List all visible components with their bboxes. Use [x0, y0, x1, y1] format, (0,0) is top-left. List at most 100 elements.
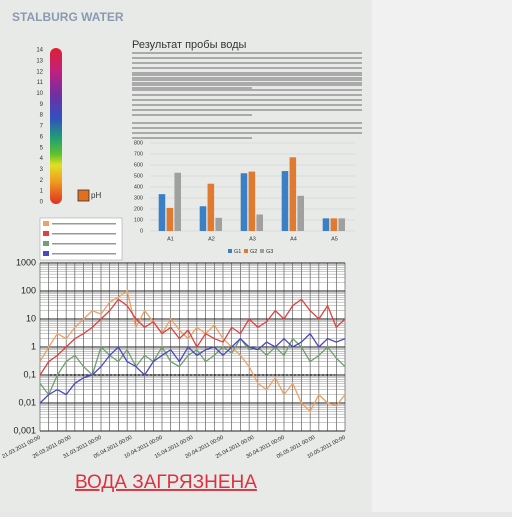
x-tick-label: A4 [290, 236, 297, 242]
y-tick-label: 100 [21, 285, 36, 295]
legend-swatch [43, 241, 49, 246]
bar [281, 171, 289, 231]
bar [199, 206, 207, 231]
verdict: ВОДА ЗАГРЯЗНЕНА [75, 472, 257, 493]
legend-swatch [43, 251, 49, 256]
y-tick-label: 1000 [16, 257, 36, 267]
ph-tick-label: 5 [40, 145, 44, 151]
ph-tick-label: 2 [40, 178, 44, 184]
bar [207, 183, 215, 231]
ph-bar [50, 48, 62, 204]
text-line [132, 89, 362, 91]
ph-tick-label: 12 [36, 69, 43, 75]
title: Результат пробы воды [132, 39, 247, 51]
ph-tick-label: 1 [40, 189, 44, 195]
ph-tick-label: 8 [40, 113, 44, 119]
x-tick-label: A1 [167, 236, 174, 242]
text-line [132, 99, 362, 101]
text-line [132, 74, 362, 76]
paragraphs [132, 52, 362, 139]
ph-marker-label: pH [91, 191, 101, 200]
x-tick-label: A5 [331, 236, 338, 242]
text-line [132, 57, 362, 59]
y-tick-label: 0,1 [23, 369, 36, 379]
bar [297, 195, 304, 231]
text-line [132, 114, 252, 116]
legend-label: G1 [234, 249, 241, 255]
ph-tick-label: 7 [40, 124, 44, 130]
y-tick-label: 600 [134, 162, 143, 168]
text-line [132, 127, 362, 129]
bar [322, 218, 330, 231]
text-line [132, 137, 252, 139]
y-tick-label: 100 [134, 217, 143, 223]
legend-swatch [43, 231, 49, 236]
bar [330, 218, 338, 231]
ph-tick-label: 9 [40, 102, 44, 108]
legend-label: G3 [266, 249, 273, 255]
logo: STALBURG WATER [12, 10, 124, 24]
side-panel [372, 0, 512, 512]
y-tick-label: 200 [134, 206, 143, 212]
ph-tick-label: 14 [36, 48, 43, 54]
text-line [132, 109, 362, 111]
x-tick-label: A2 [208, 236, 215, 242]
text-line [132, 67, 362, 69]
ph-tick-label: 13 [36, 58, 43, 64]
x-tick-label: A3 [249, 236, 256, 242]
ph-tick-label: 6 [40, 134, 44, 140]
text-line [132, 84, 362, 86]
legend-swatch [260, 249, 264, 253]
y-tick-label: 300 [134, 195, 143, 201]
ph-marker [77, 189, 90, 202]
legend-text [52, 223, 116, 225]
line-series [39, 332, 346, 404]
text-line [132, 72, 362, 74]
text-line [132, 77, 362, 79]
y-tick-label: 10 [26, 313, 36, 323]
bar [289, 157, 297, 231]
line-series [39, 337, 346, 396]
bar [166, 207, 174, 231]
bar [248, 171, 256, 231]
text-line [132, 79, 362, 81]
ph-tick-label: 3 [40, 167, 44, 173]
text-line [132, 104, 362, 106]
text-line [132, 87, 252, 89]
legend-swatch [228, 249, 232, 253]
y-tick-label: 0,01 [18, 397, 36, 407]
ph-tick-label: 4 [40, 156, 44, 162]
text-line [132, 62, 362, 64]
bar [256, 214, 263, 231]
bar [240, 173, 248, 231]
bar [174, 172, 181, 231]
legend-text [52, 243, 116, 245]
ph-tick-label: 11 [37, 80, 44, 86]
legend-label: G2 [250, 249, 257, 255]
text-line [132, 82, 362, 84]
y-tick-label: 800 [134, 140, 143, 146]
legend-text [52, 253, 116, 255]
y-tick-label: 500 [134, 173, 143, 179]
bar [158, 194, 166, 231]
bar [338, 218, 345, 231]
ph-tick-label: 10 [36, 91, 43, 97]
legend-swatch [244, 249, 248, 253]
y-tick-label: 0,001 [13, 425, 36, 435]
y-tick-label: 0 [140, 228, 143, 234]
text-line [132, 122, 362, 124]
bar [215, 217, 222, 231]
text-line [132, 132, 362, 134]
legend-swatch [43, 221, 49, 226]
line-series [39, 298, 346, 376]
line-series [39, 289, 346, 413]
y-tick-label: 700 [134, 151, 143, 157]
y-tick-label: 400 [134, 184, 143, 190]
text-line [132, 52, 362, 54]
ph-tick-label: 0 [40, 200, 44, 206]
y-tick-label: 1 [31, 341, 36, 351]
text-line [132, 94, 362, 96]
legend-text [52, 233, 116, 235]
